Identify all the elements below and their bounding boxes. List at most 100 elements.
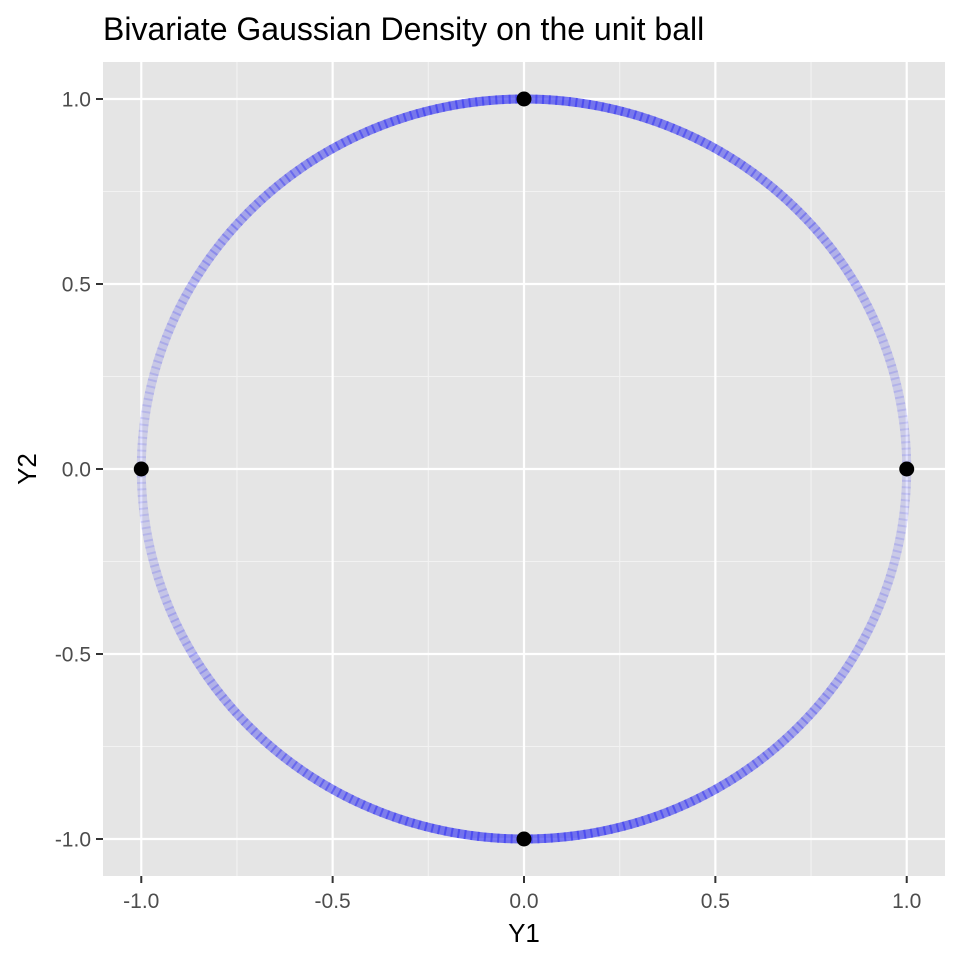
density-arc-segment (138, 500, 149, 511)
density-arc-segment (872, 604, 884, 616)
density-arc-segment (214, 688, 228, 702)
density-arc-segment (850, 280, 863, 292)
density-arc-segment (751, 755, 764, 769)
density-arc-segment (767, 743, 780, 756)
density-arc-segment (137, 488, 147, 498)
density-arc-segment (892, 382, 903, 394)
density-arc-segment (142, 397, 153, 408)
density-arc-segment (151, 569, 163, 581)
density-arc-segment (198, 259, 211, 272)
density-arc-segment (260, 736, 273, 749)
density-arc-segment (153, 575, 165, 587)
density-arc-segment (213, 238, 226, 251)
density-arc-segment (144, 384, 156, 395)
density-arc-segment (896, 402, 907, 412)
density-arc-segment (822, 687, 835, 700)
density-arc-segment (201, 254, 215, 267)
density-arc-segment (878, 339, 891, 351)
density-arc-segment (162, 599, 175, 612)
density-arc-segment (244, 204, 257, 217)
density-arc-segment (794, 207, 808, 220)
density-arc-segment (817, 692, 831, 705)
density-arc-segment (139, 416, 150, 427)
density-arc-segment (813, 697, 827, 710)
density-arc-segment (300, 158, 313, 171)
density-arc-segment (786, 726, 800, 739)
density-arc-segment (263, 186, 276, 199)
density-arc-segment (857, 633, 870, 645)
density-arc-segment (209, 243, 222, 256)
density-arc-segment (883, 351, 895, 363)
density-arc-segment (843, 268, 856, 281)
density-arc-segment (874, 598, 887, 610)
density-arc-segment (188, 651, 201, 664)
density-arc-segment (892, 543, 904, 554)
density-arc-segment (137, 494, 148, 504)
density-arc-segment (877, 592, 889, 604)
density-arc-segment (808, 221, 821, 235)
density-arc-segment (227, 703, 240, 717)
density-arc-segment (896, 524, 907, 535)
density-arc-segment (847, 274, 860, 287)
density-arc-segment (780, 193, 793, 207)
density-arc-segment (785, 198, 798, 211)
density-arc-segment (178, 293, 191, 305)
density-arc-segment (221, 228, 235, 241)
density-arc-segment (781, 730, 795, 743)
density-arc-segment (258, 190, 271, 204)
density-arc-segment (250, 727, 263, 740)
density-arc-segment (248, 199, 262, 212)
density-arc-segment (851, 644, 864, 657)
data-point (516, 831, 532, 847)
density-arc-segment (799, 212, 812, 225)
density-arc-segment (278, 173, 292, 187)
density-arc-segment (868, 314, 881, 327)
density-arc-segment (185, 646, 198, 658)
density-arc-segment (848, 649, 861, 662)
density-arc-segment (873, 326, 886, 339)
density-arc-segment (869, 609, 882, 622)
density-arc-segment (888, 370, 900, 381)
density-arc-segment (832, 252, 845, 265)
density-arc-segment (170, 617, 183, 630)
density-arc-segment (837, 666, 850, 679)
density-arc-segment (253, 195, 267, 208)
density-arc-segment (217, 233, 231, 246)
density-arc-segment (226, 223, 239, 236)
density-arc-segment (223, 698, 236, 712)
density-circle (136, 94, 912, 844)
density-arc-segment (273, 177, 286, 191)
density-arc-segment (206, 678, 220, 691)
density-arc-segment (805, 707, 818, 720)
density-arc-segment (791, 721, 804, 734)
density-arc-segment (176, 629, 188, 641)
y-tick-label: -0.5 (55, 644, 91, 667)
density-arc-segment (218, 693, 232, 707)
density-arc-segment (899, 421, 910, 431)
density-arc-segment (890, 549, 902, 560)
density-arc-segment (236, 713, 249, 726)
points-layer (133, 91, 915, 847)
y-tick-label: -1.0 (55, 829, 91, 852)
density-arc-segment (790, 202, 803, 216)
density-arc-segment (895, 530, 906, 541)
density-arc-segment (138, 507, 149, 517)
density-arc-segment (172, 304, 185, 317)
x-axis-title: Y1 (508, 918, 540, 948)
density-arc-segment (755, 172, 768, 186)
density-arc-segment (885, 567, 897, 579)
density-arc-segment (809, 702, 822, 715)
density-arc-segment (165, 605, 177, 618)
density-arc-segment (857, 291, 869, 304)
density-arc-segment (800, 712, 814, 725)
density-arc-segment (876, 332, 888, 345)
density-arc-segment (159, 334, 171, 346)
density-arc-segment (881, 580, 893, 591)
density-arc-segment (179, 634, 191, 647)
density-arc-segment (887, 363, 899, 375)
x-axis: -1.0 -0.5 0.0 0.5 1.0 (123, 876, 921, 913)
density-arc-segment (143, 391, 155, 402)
density-arc-segment (750, 168, 763, 182)
density-arc-segment (889, 555, 901, 566)
density-arc-segment (901, 440, 911, 450)
